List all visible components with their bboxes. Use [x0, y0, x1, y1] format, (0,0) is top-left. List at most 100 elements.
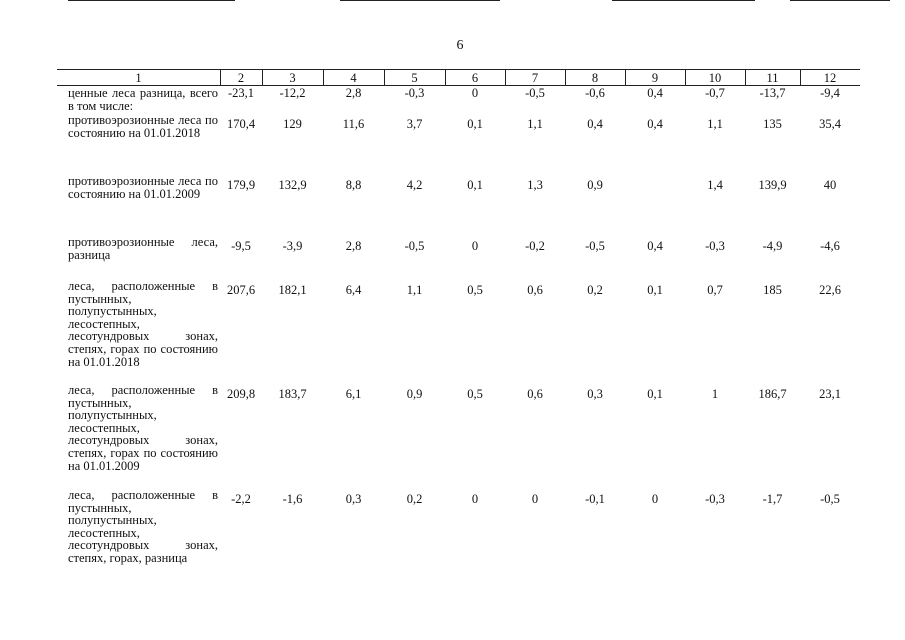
cell-value: 0,2 [406, 492, 423, 506]
scan-line [612, 0, 755, 1]
cell-value: 0,5 [467, 387, 483, 401]
cell-value: -4,9 [762, 239, 783, 253]
cell-value: 0,7 [707, 283, 723, 297]
cell-value: 0,4 [647, 117, 663, 131]
header-cell: 8 [591, 71, 599, 85]
cell-value: 0 [471, 86, 479, 100]
cell-value: -23,1 [227, 86, 255, 100]
cell-value: 0 [531, 492, 539, 506]
row-label: леса, расположенные в пустынных, полупус… [68, 488, 218, 565]
cell-value: -13,7 [759, 86, 786, 100]
cell-value: 0,4 [647, 86, 663, 100]
cell-value: -4,6 [820, 239, 840, 253]
cell-value: 3,7 [406, 117, 423, 131]
header-divider [685, 69, 686, 86]
cell-value: -2,2 [231, 492, 251, 506]
cell-value: 0,6 [527, 387, 543, 401]
cell-value: 0,3 [345, 492, 362, 506]
cell-value: -3,9 [282, 239, 303, 253]
cell-value: -0,5 [585, 239, 605, 253]
cell-value: 2,8 [345, 239, 362, 253]
cell-value: 2,8 [345, 86, 362, 100]
cell-value: 1,1 [707, 117, 723, 131]
cell-value: -0,7 [705, 86, 725, 100]
scan-line [68, 0, 235, 1]
cell-value: 6,4 [345, 283, 362, 297]
header-divider [384, 69, 385, 86]
cell-value: 1,1 [527, 117, 543, 131]
header-bottom-rule [57, 85, 860, 86]
header-divider [445, 69, 446, 86]
header-divider [625, 69, 626, 86]
cell-value: 1,4 [707, 178, 723, 192]
cell-value: 186,7 [758, 387, 787, 401]
cell-value: 0,4 [647, 239, 663, 253]
cell-value: 8,8 [345, 178, 362, 192]
header-cell: 4 [350, 71, 357, 85]
cell-value: 0,4 [587, 117, 603, 131]
cell-value: 182,1 [278, 283, 307, 297]
cell-value: 4,2 [406, 178, 423, 192]
cell-value: 170,4 [226, 117, 256, 131]
cell-value: -0,2 [525, 239, 545, 253]
page-number: 6 [456, 38, 464, 53]
cell-value: 0 [471, 492, 479, 506]
cell-value: -0,6 [585, 86, 605, 100]
cell-value: 22,6 [819, 283, 841, 297]
cell-value: 1,1 [406, 283, 423, 297]
cell-value: -0,1 [585, 492, 605, 506]
cell-value: 11,6 [342, 117, 365, 131]
cell-value: -12,2 [279, 86, 306, 100]
header-divider [220, 69, 221, 86]
header-divider [262, 69, 263, 86]
cell-value: 0,1 [647, 283, 663, 297]
cell-value: 0,5 [467, 283, 483, 297]
header-cell: 1 [135, 71, 142, 85]
row-label: леса, расположенные в пустынных, полупус… [68, 279, 218, 369]
cell-value: 0,1 [467, 117, 483, 131]
header-divider [505, 69, 506, 86]
header-divider [800, 69, 801, 86]
cell-value: 179,9 [226, 178, 256, 192]
cell-value: -0,3 [705, 239, 725, 253]
cell-value: 35,4 [819, 117, 841, 131]
cell-value: 207,6 [226, 283, 256, 297]
scan-line [340, 0, 500, 1]
header-cell: 11 [766, 71, 779, 85]
cell-value: 129 [283, 117, 302, 131]
cell-value: 0,2 [587, 283, 603, 297]
row-label: противоэрозионные леса, разница [68, 235, 218, 262]
cell-value: 40 [823, 178, 837, 192]
cell-value: -1,6 [282, 492, 303, 506]
cell-value: 0 [471, 239, 479, 253]
cell-value: -0,3 [404, 86, 425, 100]
header-cell: 6 [471, 71, 479, 85]
cell-value: 6,1 [345, 387, 362, 401]
header-cell: 7 [531, 71, 539, 85]
cell-value: -0,5 [820, 492, 840, 506]
header-cell: 10 [708, 71, 722, 85]
row-label: противоэрозионные леса по состоянию на 0… [68, 174, 218, 201]
cell-value: 1 [711, 387, 719, 401]
header-divider [565, 69, 566, 86]
header-top-rule [57, 69, 860, 70]
cell-value: 132,9 [278, 178, 307, 192]
header-divider [745, 69, 746, 86]
cell-value: 0,3 [587, 387, 603, 401]
cell-value: 1,3 [527, 178, 543, 192]
row-label: леса, расположенные в пустынных, полупус… [68, 383, 218, 473]
cell-value: -1,7 [762, 492, 783, 506]
cell-value: -9,5 [231, 239, 251, 253]
cell-value: -0,5 [525, 86, 545, 100]
header-cell: 3 [289, 71, 296, 85]
cell-value: 0,1 [467, 178, 483, 192]
cell-value: 183,7 [278, 387, 307, 401]
header-cell: 2 [237, 71, 245, 85]
cell-value: 0 [651, 492, 659, 506]
cell-value: 0,1 [647, 387, 663, 401]
header-cell: 5 [411, 71, 418, 85]
row-label: ценные леса разница, всего в том числе: [68, 86, 218, 113]
cell-value: -0,3 [705, 492, 725, 506]
header-cell: 9 [651, 71, 659, 85]
